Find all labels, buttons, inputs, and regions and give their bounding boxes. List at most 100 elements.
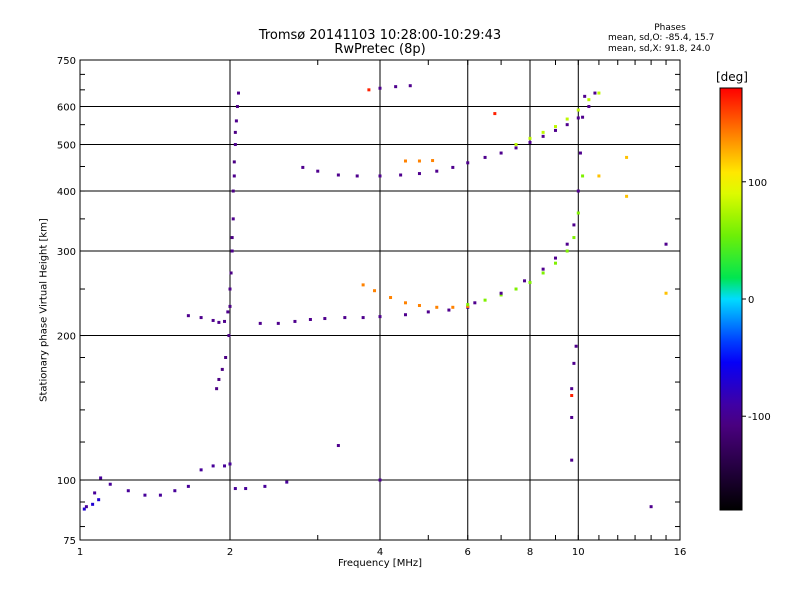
data-point (228, 462, 232, 466)
data-point (435, 169, 439, 173)
data-point (316, 169, 320, 173)
data-point (597, 91, 601, 95)
data-point (581, 115, 585, 119)
data-point (528, 140, 532, 144)
data-point (230, 249, 234, 253)
data-point (378, 174, 382, 178)
data-point (528, 136, 532, 140)
data-point (553, 256, 557, 260)
data-point (389, 296, 393, 300)
data-point (473, 301, 477, 305)
data-point (649, 505, 653, 509)
data-point (378, 86, 382, 90)
data-point (399, 173, 403, 177)
data-point (394, 85, 398, 89)
data-point (493, 112, 497, 116)
data-point (336, 444, 340, 448)
data-point (570, 415, 574, 419)
data-point (431, 159, 435, 163)
data-point (541, 267, 545, 271)
data-point (572, 361, 576, 365)
data-point (625, 194, 629, 198)
data-point (233, 143, 237, 147)
data-point (587, 105, 591, 109)
data-point (223, 464, 227, 468)
data-point (224, 355, 228, 359)
data-point (276, 321, 280, 325)
colorbar-title: [deg] (716, 70, 748, 84)
data-point (435, 305, 439, 309)
y-tick-label: 500 (57, 141, 76, 152)
data-point (234, 119, 238, 123)
data-point (323, 317, 327, 321)
data-point (226, 310, 230, 314)
y-tick-label: 750 (57, 56, 76, 67)
data-point (403, 159, 407, 163)
data-point (230, 236, 234, 240)
data-point (378, 315, 382, 319)
data-point (625, 155, 629, 159)
data-point (173, 489, 177, 493)
data-point (514, 287, 518, 291)
data-point (99, 476, 103, 480)
chart-title: Tromsø 20141103 10:28:00-10:29:43 (258, 28, 502, 43)
data-point (228, 304, 232, 308)
data-point (499, 293, 503, 297)
data-point (576, 211, 580, 215)
data-point (417, 159, 421, 163)
data-point (664, 242, 668, 246)
phase-stats-x: mean, sd,X: 91.8, 24.0 (608, 44, 711, 54)
data-point (572, 223, 576, 227)
data-point (417, 303, 421, 307)
data-point (301, 165, 305, 169)
data-point (528, 280, 532, 284)
data-point (466, 303, 470, 307)
data-point (572, 236, 576, 240)
data-point (373, 289, 377, 293)
x-tick-label: 2 (227, 547, 233, 558)
data-point (426, 310, 430, 314)
data-point (236, 91, 240, 95)
data-point (576, 189, 580, 193)
data-point (523, 279, 527, 283)
data-point (285, 480, 289, 484)
data-point (308, 317, 312, 321)
data-point (91, 502, 95, 506)
data-point (576, 108, 580, 112)
data-point (553, 125, 557, 129)
data-point (581, 174, 585, 178)
x-tick-label: 16 (674, 547, 687, 558)
data-point (367, 88, 371, 92)
colorbar-tick-label: 100 (748, 178, 767, 189)
data-point (143, 493, 147, 497)
data-point (220, 367, 224, 371)
data-point (108, 482, 112, 486)
colorbar-tick-label: -100 (748, 412, 771, 423)
data-point (553, 261, 557, 265)
data-point (570, 387, 574, 391)
data-point (593, 91, 597, 95)
data-point (483, 298, 487, 302)
data-point (228, 287, 232, 291)
data-point (343, 316, 347, 320)
data-point (408, 84, 412, 88)
chart-subtitle: RwPretec (8p) (334, 42, 426, 57)
x-tick-label: 8 (527, 547, 533, 558)
data-point (466, 161, 470, 165)
data-point (583, 94, 587, 98)
data-point (233, 130, 237, 134)
data-point (570, 394, 574, 398)
y-tick-label: 300 (57, 247, 76, 258)
data-point (355, 174, 359, 178)
data-point (244, 487, 248, 491)
data-point (451, 305, 455, 309)
data-point (664, 291, 668, 295)
data-point (186, 484, 190, 488)
data-point (215, 387, 219, 391)
data-point (361, 316, 365, 320)
colorbar-tick-label: 0 (748, 295, 754, 306)
y-tick-label: 75 (63, 536, 76, 547)
y-tick-label: 600 (57, 103, 76, 114)
data-point (541, 271, 545, 275)
